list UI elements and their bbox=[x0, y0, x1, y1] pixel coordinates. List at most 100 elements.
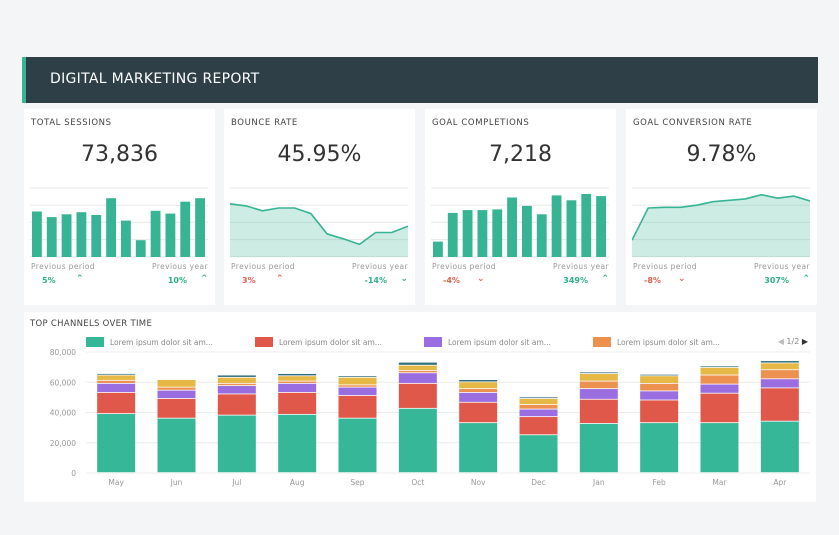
bar-segment[interactable] bbox=[157, 387, 196, 390]
spark-bar bbox=[596, 196, 606, 257]
bar-segment[interactable] bbox=[700, 367, 739, 375]
bar-segment[interactable] bbox=[217, 394, 256, 415]
previous-period-label: Previous period bbox=[31, 262, 95, 271]
bar-segment[interactable] bbox=[640, 423, 679, 473]
previous-year-change: -14% bbox=[364, 276, 387, 285]
bar-segment[interactable] bbox=[579, 389, 618, 399]
bar-segment[interactable] bbox=[278, 383, 317, 393]
bar-segment[interactable] bbox=[760, 379, 799, 388]
bar-segment[interactable] bbox=[338, 387, 377, 396]
bar-segment[interactable] bbox=[157, 398, 196, 418]
bar-segment[interactable] bbox=[157, 418, 196, 473]
bar-segment[interactable] bbox=[640, 391, 679, 400]
bar-segment[interactable] bbox=[398, 408, 437, 473]
arrow-down-icon: ⌄ bbox=[477, 274, 485, 284]
bar-segment[interactable] bbox=[278, 414, 317, 473]
bar-segment[interactable] bbox=[459, 402, 498, 423]
bar-segment[interactable] bbox=[398, 370, 437, 373]
bar-segment[interactable] bbox=[338, 376, 377, 377]
bar-segment[interactable] bbox=[519, 409, 558, 417]
bar-segment[interactable] bbox=[338, 418, 377, 473]
bar-segment[interactable] bbox=[338, 385, 377, 387]
previous-year-label: Previous year bbox=[552, 262, 609, 271]
bar-segment[interactable] bbox=[519, 404, 558, 409]
bar-segment[interactable] bbox=[700, 375, 739, 384]
bar-segment[interactable] bbox=[278, 392, 317, 414]
legend-label: Lorem ipsum dolor sit am... bbox=[110, 337, 213, 347]
bar-segment[interactable] bbox=[700, 384, 739, 393]
bar-segment[interactable] bbox=[97, 373, 136, 375]
bar-segment[interactable] bbox=[157, 390, 196, 399]
bar-segment[interactable] bbox=[278, 373, 317, 376]
bar-segment[interactable] bbox=[278, 376, 317, 381]
next-page-icon[interactable]: ▶ bbox=[801, 337, 808, 346]
bar-segment[interactable] bbox=[338, 395, 377, 418]
bar-segment[interactable] bbox=[398, 383, 437, 408]
kpi-card: GOAL COMPLETIONS 7,218 Previous period P… bbox=[425, 109, 616, 305]
bar-segment[interactable] bbox=[760, 370, 799, 379]
top-channels-panel: 0 20,000 40,000 60,000 80,000 May Jun Jul Aug Sep… bbox=[24, 312, 816, 502]
bar-segment[interactable] bbox=[579, 373, 618, 381]
legend-item[interactable]: Lorem ipsum dolor sit am... bbox=[86, 337, 255, 347]
legend-swatch bbox=[593, 337, 611, 347]
bar-segment[interactable] bbox=[579, 381, 618, 389]
bar-segment[interactable] bbox=[760, 421, 799, 473]
bar-segment[interactable] bbox=[640, 374, 679, 376]
bar-segment[interactable] bbox=[700, 366, 739, 368]
x-tick-label: Feb bbox=[653, 478, 667, 487]
bar-segment[interactable] bbox=[97, 380, 136, 383]
bar-segment[interactable] bbox=[459, 423, 498, 473]
bar-segment[interactable] bbox=[217, 377, 256, 383]
bar-segment[interactable] bbox=[97, 392, 136, 414]
bar-segment[interactable] bbox=[398, 362, 437, 365]
bar-segment[interactable] bbox=[97, 414, 136, 473]
bar-segment[interactable] bbox=[338, 377, 377, 385]
arrow-up-icon: ⌃ bbox=[200, 274, 208, 284]
prev-page-icon[interactable]: ◀ bbox=[777, 337, 784, 346]
bar-segment[interactable] bbox=[640, 400, 679, 423]
bar-segment[interactable] bbox=[700, 423, 739, 473]
bar-segment[interactable] bbox=[760, 361, 799, 363]
bar-segment[interactable] bbox=[459, 379, 498, 382]
bar-segment[interactable] bbox=[519, 417, 558, 435]
bar-segment[interactable] bbox=[700, 393, 739, 423]
arrow-down-icon: ⌄ bbox=[400, 274, 408, 284]
legend-item[interactable]: Lorem ipsum dolor sit am... bbox=[255, 337, 424, 347]
bar-segment[interactable] bbox=[519, 397, 558, 399]
kpi-value: 7,218 bbox=[489, 142, 552, 167]
x-tick-label: Nov bbox=[471, 478, 486, 487]
bar-segment[interactable] bbox=[278, 381, 317, 383]
previous-period-change: 3% bbox=[242, 276, 256, 285]
bar-segment[interactable] bbox=[640, 376, 679, 383]
kpi-title: BOUNCE RATE bbox=[231, 118, 298, 128]
bar-segment[interactable] bbox=[97, 383, 136, 393]
bar-segment[interactable] bbox=[217, 415, 256, 473]
bar-segment[interactable] bbox=[519, 398, 558, 405]
bar-segment[interactable] bbox=[217, 386, 256, 394]
bar-segment[interactable] bbox=[519, 435, 558, 473]
chart-legend: Lorem ipsum dolor sit am... Lorem ipsum d… bbox=[86, 337, 762, 347]
legend-item[interactable]: Lorem ipsum dolor sit am... bbox=[424, 337, 593, 347]
bar-segment[interactable] bbox=[760, 388, 799, 421]
legend-swatch bbox=[86, 337, 104, 347]
bar-segment[interactable] bbox=[398, 365, 437, 371]
x-tick-label: May bbox=[108, 478, 124, 487]
bar-segment[interactable] bbox=[579, 372, 618, 374]
bar-segment[interactable] bbox=[459, 382, 498, 389]
bar-segment[interactable] bbox=[398, 373, 437, 383]
bar-segment[interactable] bbox=[579, 399, 618, 424]
bar-segment[interactable] bbox=[640, 383, 679, 391]
spark-bar bbox=[91, 215, 102, 257]
previous-period-change: -4% bbox=[443, 276, 460, 285]
bar-segment[interactable] bbox=[97, 375, 136, 380]
bar-segment[interactable] bbox=[459, 389, 498, 393]
bar-segment[interactable] bbox=[157, 379, 196, 387]
bar-segment[interactable] bbox=[459, 392, 498, 402]
kpi-title: GOAL COMPLETIONS bbox=[432, 118, 530, 128]
bar-segment[interactable] bbox=[217, 383, 256, 386]
bar-segment[interactable] bbox=[217, 375, 256, 377]
spark-bar bbox=[135, 240, 146, 257]
bar-segment[interactable] bbox=[760, 363, 799, 370]
bar-segment[interactable] bbox=[579, 423, 618, 473]
legend-item[interactable]: Lorem ipsum dolor sit am... bbox=[593, 337, 762, 347]
